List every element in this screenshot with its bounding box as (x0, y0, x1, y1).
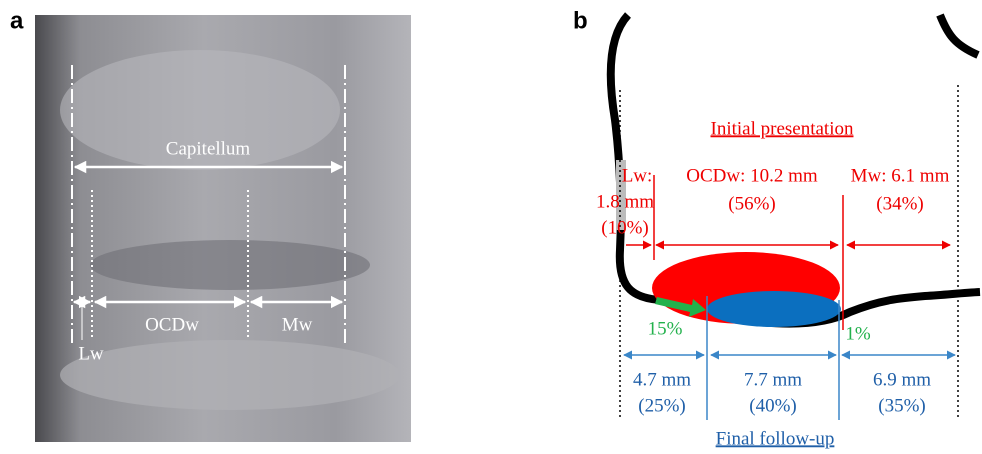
label: Lw: (622, 165, 653, 186)
value: Mw: 6.1 mm (851, 165, 950, 186)
joint-space (90, 240, 370, 290)
final-lesion (707, 291, 841, 327)
bone-outline (940, 15, 978, 55)
label: Capitellum (166, 138, 251, 159)
percent: (10%) (601, 217, 648, 238)
panel-label: a (10, 7, 24, 34)
percent: (35%) (878, 395, 925, 416)
percent: (25%) (638, 395, 685, 416)
label: Lw (78, 343, 104, 364)
percent: (34%) (876, 193, 923, 214)
value: 6.9 mm (873, 369, 931, 390)
shift-percent: 1% (845, 323, 871, 344)
label: Mw (282, 314, 313, 335)
section-title: Initial presentation (711, 118, 854, 139)
value: 4.7 mm (633, 369, 691, 390)
panel-label: b (573, 7, 588, 34)
percent: (40%) (749, 395, 796, 416)
value: OCDw: 10.2 mm (686, 165, 818, 186)
shift-percent: 15% (648, 318, 683, 339)
label: OCDw (145, 314, 199, 335)
figure: a Capitellum OCDw Mw Lw b (0, 0, 982, 454)
value: 7.7 mm (744, 369, 802, 390)
percent: (56%) (728, 193, 775, 214)
section-title: Final follow-up (716, 428, 835, 449)
value: 1.8 mm (596, 191, 654, 212)
bone-shape (60, 340, 400, 410)
